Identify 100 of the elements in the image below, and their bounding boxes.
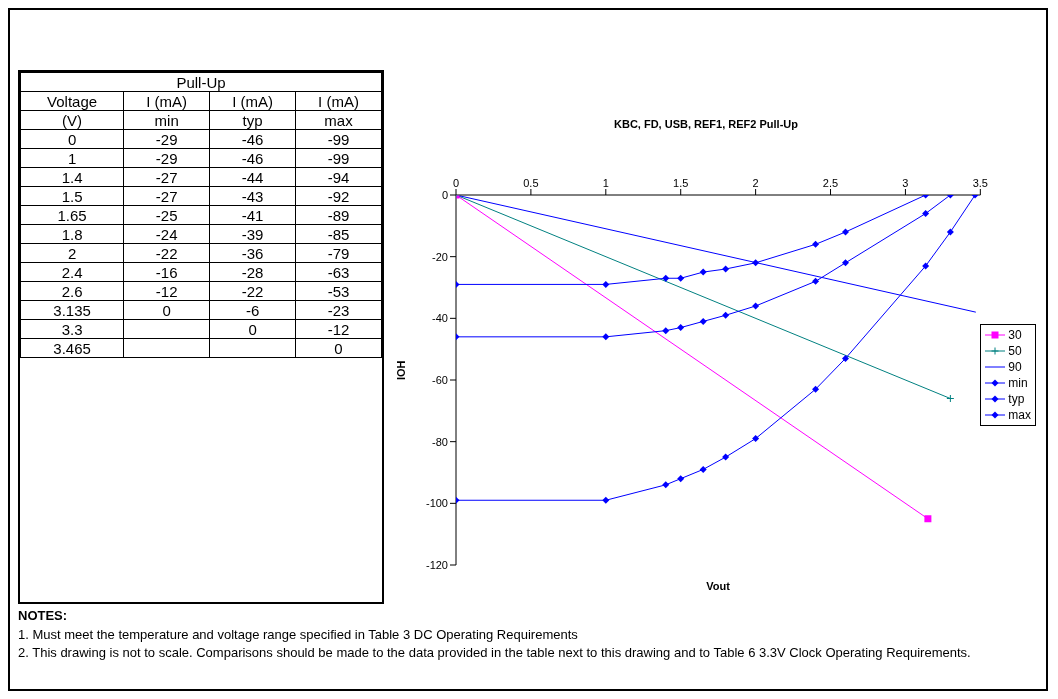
y-tick-label: 1.8 xyxy=(20,224,124,244)
data-label: -12 xyxy=(123,281,210,301)
text: (V) xyxy=(20,110,124,130)
point xyxy=(752,302,760,310)
x-tick-label: min xyxy=(123,110,210,130)
legend-label: 30 xyxy=(1008,328,1022,342)
data-label: 0 xyxy=(295,338,382,358)
y-tick-label: 3.135 xyxy=(20,300,124,320)
y-tick-label: 1.4 xyxy=(20,167,124,187)
point xyxy=(699,268,707,276)
point xyxy=(662,481,670,489)
data-label: -27 xyxy=(123,167,210,187)
data-label: -16 xyxy=(123,262,210,282)
data-label: -46 xyxy=(209,129,296,149)
data-label: -23 xyxy=(295,300,382,320)
point xyxy=(677,324,685,332)
y-tick-label: 3.465 xyxy=(20,338,124,358)
point xyxy=(602,333,610,341)
point xyxy=(842,228,849,236)
point xyxy=(946,394,955,403)
data-label: 0 xyxy=(123,300,210,320)
y-tick-label: -20 xyxy=(432,250,448,263)
data-label: -28 xyxy=(209,262,296,282)
x-tick-label: 3 xyxy=(902,177,909,189)
x-axis-title: Vout xyxy=(706,580,731,592)
x-tick-label: 2.5 xyxy=(822,177,839,189)
data-label: -29 xyxy=(123,148,210,168)
data-label: -44 xyxy=(209,167,296,187)
legend-label: max xyxy=(1008,408,1031,422)
point xyxy=(922,210,930,217)
x-tick-label: 2 xyxy=(752,177,759,189)
x-tick-label: 0.5 xyxy=(523,177,539,189)
legend-label: min xyxy=(1008,376,1028,390)
y-tick-label: -60 xyxy=(432,373,448,386)
data-label: -12 xyxy=(295,319,382,339)
y-tick-label: -100 xyxy=(425,497,448,510)
x-tick-label: max xyxy=(295,110,382,130)
y-tick-label: 2.4 xyxy=(20,262,124,282)
point xyxy=(752,259,760,267)
point xyxy=(752,435,760,443)
data-label: -63 xyxy=(295,262,382,282)
y-tick-label: 1.65 xyxy=(20,205,124,225)
point xyxy=(946,228,954,236)
data-label: -92 xyxy=(295,186,382,206)
data-label: -79 xyxy=(295,243,382,263)
data-label: -22 xyxy=(123,243,210,263)
point xyxy=(722,311,730,319)
text: NOTES: xyxy=(18,608,69,623)
text: I (mA) xyxy=(232,92,273,110)
data-label: -25 xyxy=(123,205,210,225)
text: 2. This drawing is not to scale. Comparisons should be made to the data provided in the table next to this drawing and to Table 6 3.3V Clock Operating Requirements. xyxy=(18,645,972,660)
data-label: -46 xyxy=(209,148,296,168)
x-tick-label: 0 xyxy=(452,177,460,189)
data-label: 0 xyxy=(209,319,296,339)
y-tick-label: 2.6 xyxy=(20,281,124,301)
data-label: -24 xyxy=(123,224,210,244)
point xyxy=(722,265,730,273)
data-label: -41 xyxy=(209,205,296,225)
y-tick-label: 2 xyxy=(20,243,124,263)
point xyxy=(842,259,849,267)
data-label: -85 xyxy=(295,224,382,244)
text: 1. Must meet the temperature and voltage range specified in Table 3 DC Operating Requirements xyxy=(18,627,579,642)
point xyxy=(699,317,707,325)
y-tick-label: 1 xyxy=(20,148,124,168)
point xyxy=(924,515,932,523)
x-tick-label: 1 xyxy=(602,177,609,189)
data-label: -94 xyxy=(295,167,382,187)
x-tick-label: typ xyxy=(209,110,296,130)
data-label: -22 xyxy=(209,281,296,301)
data-label: -43 xyxy=(209,186,296,206)
point xyxy=(677,274,685,282)
y-axis-title: IOH xyxy=(394,360,407,380)
data-label: -29 xyxy=(123,129,210,149)
x-tick-label: 3.5 xyxy=(972,177,988,189)
data-label: -89 xyxy=(295,205,382,225)
chart-title: Pull-Up xyxy=(20,72,382,92)
chart-title: KBC, FD, USB, REF1, REF2 Pull-Up xyxy=(613,118,799,130)
point xyxy=(722,453,730,461)
text: Voltage xyxy=(20,91,124,111)
point xyxy=(842,354,849,362)
legend-label: 90 xyxy=(1008,360,1022,374)
y-tick-label: 0 xyxy=(441,188,448,201)
data-label: -99 xyxy=(295,148,382,168)
x-tick-label: 1.5 xyxy=(673,177,689,189)
y-tick-label: 3.3 xyxy=(20,319,124,339)
y-tick-label: -40 xyxy=(432,312,448,325)
point xyxy=(699,465,707,473)
data-label: -53 xyxy=(295,281,382,301)
text: I (mA) xyxy=(123,91,210,111)
point xyxy=(602,280,610,288)
point xyxy=(677,475,685,483)
data-label: -27 xyxy=(123,186,210,206)
data-label: -36 xyxy=(209,243,296,263)
point xyxy=(812,385,820,393)
data-label: -6 xyxy=(209,300,296,320)
point xyxy=(662,274,670,282)
legend-label: typ xyxy=(1008,392,1025,406)
text: I (mA) xyxy=(318,92,359,110)
y-tick-label: -80 xyxy=(432,435,448,448)
point xyxy=(922,262,930,270)
